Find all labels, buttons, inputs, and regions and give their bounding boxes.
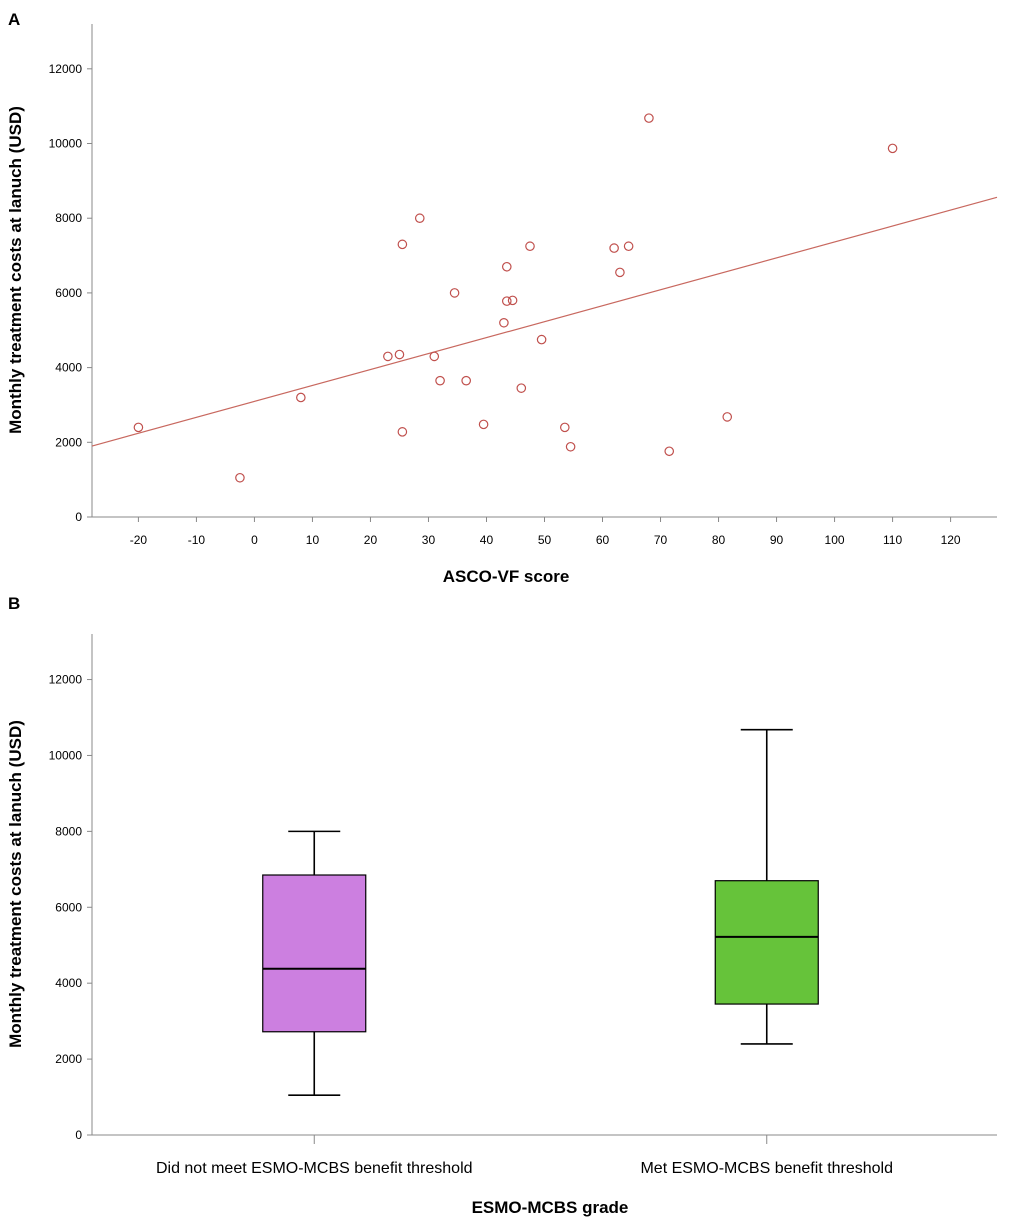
- iqr-box: [714, 880, 819, 1005]
- data-point: [394, 349, 405, 360]
- data-point: [296, 392, 306, 403]
- data-point: [449, 288, 460, 298]
- panel-a-label: A: [8, 10, 20, 29]
- data-point: [565, 441, 576, 452]
- data-point: [609, 243, 619, 253]
- a-x-tick-label: 70: [654, 533, 668, 547]
- data-point: [501, 296, 512, 306]
- a-x-tick-label: 80: [712, 533, 726, 547]
- data-point: [722, 412, 733, 422]
- box-group-2: Met ESMO-MCBS benefit threshold: [640, 728, 893, 1177]
- b-y-tick-label: 2000: [55, 1052, 82, 1066]
- a-x-tick-label: 40: [480, 533, 494, 547]
- a-x-tick-label: 30: [422, 533, 436, 547]
- trend-line: [91, 196, 998, 447]
- data-point: [435, 375, 445, 386]
- b-y-tick-label: 10000: [49, 748, 83, 762]
- panel-b-label: B: [8, 594, 20, 613]
- data-point: [644, 113, 654, 123]
- a-x-axis-title: ASCO-VF score: [443, 567, 570, 586]
- category-label: Met ESMO-MCBS benefit threshold: [640, 1160, 893, 1177]
- a-x-tick-label: 90: [770, 533, 784, 547]
- data-point: [501, 261, 512, 272]
- data-point: [623, 241, 634, 252]
- category-label: Did not meet ESMO-MCBS benefit threshold: [156, 1160, 473, 1177]
- a-y-tick-label: 6000: [55, 286, 82, 300]
- a-y-tick-label: 2000: [55, 435, 82, 449]
- a-y-tick-label: 8000: [55, 211, 82, 225]
- a-x-tick-label: 10: [306, 533, 320, 547]
- a-y-tick-label: 12000: [49, 62, 83, 76]
- data-point: [429, 351, 440, 362]
- data-point: [525, 241, 535, 252]
- b-y-tick-label: 4000: [55, 976, 82, 990]
- data-point: [235, 472, 245, 483]
- b-x-axis-title: ESMO-MCBS grade: [472, 1198, 629, 1217]
- a-x-tick-label: 110: [883, 533, 902, 547]
- a-x-tick-label: -10: [188, 533, 206, 547]
- data-point: [383, 351, 393, 362]
- data-point: [887, 143, 898, 154]
- a-x-tick-label: 100: [825, 533, 845, 547]
- a-y-axis-title: Monthly treatment costs at lanuch (USD): [6, 106, 25, 434]
- b-y-tick-label: 8000: [55, 824, 82, 838]
- a-x-tick-label: -20: [130, 533, 148, 547]
- data-point: [397, 239, 408, 250]
- iqr-box: [262, 874, 367, 1033]
- data-point: [478, 419, 489, 430]
- data-point: [397, 427, 408, 437]
- data-point: [133, 422, 144, 433]
- b-y-axis-title: Monthly treatment costs at lanuch (USD): [6, 720, 25, 1048]
- b-y-tick-label: 12000: [49, 673, 83, 687]
- box-group-1: Did not meet ESMO-MCBS benefit threshold: [156, 830, 473, 1177]
- a-x-tick-label: 120: [941, 533, 961, 547]
- a-y-tick-label: 4000: [55, 361, 82, 375]
- data-point: [536, 334, 547, 345]
- a-y-tick-label: 0: [75, 510, 82, 524]
- data-point: [414, 213, 425, 224]
- data-point: [615, 267, 625, 278]
- a-x-tick-label: 50: [538, 533, 552, 547]
- a-x-tick-label: 60: [596, 533, 610, 547]
- b-y-tick-label: 6000: [55, 900, 82, 914]
- data-point: [560, 422, 570, 433]
- data-point: [499, 317, 509, 328]
- a-y-tick-label: 10000: [49, 137, 83, 151]
- data-point: [461, 375, 471, 386]
- data-point: [664, 446, 675, 457]
- b-y-tick-label: 0: [75, 1128, 82, 1142]
- a-x-tick-label: 20: [364, 533, 378, 547]
- data-point: [507, 295, 518, 306]
- a-x-tick-label: 0: [251, 533, 258, 547]
- data-point: [516, 383, 527, 393]
